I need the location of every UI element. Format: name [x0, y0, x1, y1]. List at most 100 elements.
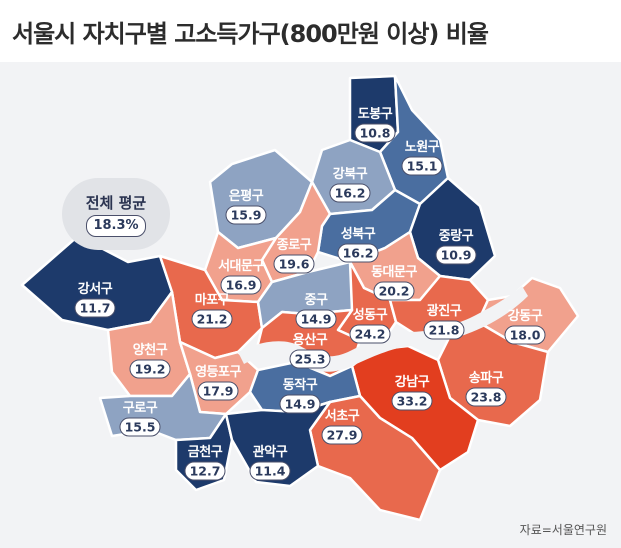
- value-pill: [337, 243, 379, 263]
- district-name: 양천구: [133, 343, 168, 358]
- district-label-dongjak: 동작구 14.9: [279, 377, 321, 414]
- district-value: 25.3: [295, 352, 326, 367]
- district-value: 10.8: [360, 126, 391, 141]
- district-value: 21.8: [429, 323, 460, 338]
- value-pill: [435, 245, 477, 265]
- average-value: 18.3%: [86, 215, 146, 237]
- value-pill: [184, 461, 226, 481]
- district-label-seodaemun: 서대문구 16.9: [218, 259, 265, 295]
- value-pill: [129, 359, 171, 379]
- district-value: 15.5: [125, 420, 156, 435]
- district-label-nowon: 노원구 15.1: [401, 140, 443, 176]
- district-value: 16.2: [343, 246, 374, 261]
- district-name: 금천구: [188, 445, 223, 460]
- district-value: 11.4: [255, 464, 286, 479]
- district-value: 21.2: [197, 312, 228, 327]
- district-label-jungnang: 중랑구 10.9: [435, 229, 477, 265]
- district-name: 종로구: [277, 238, 312, 253]
- district-value: 16.9: [226, 278, 257, 293]
- district-name: 서초구: [325, 409, 360, 424]
- page-title: 서울시 자치구별 고소득가구(800만원 이상) 비율: [12, 20, 489, 48]
- district-label-gangbuk: 강북구 16.2: [329, 166, 371, 203]
- district-name: 중구: [305, 293, 328, 308]
- district-label-dongdaemun: 동대문구 20.2: [371, 265, 418, 301]
- value-pill: [465, 387, 507, 407]
- district-name: 중랑구: [439, 229, 474, 244]
- district-label-jongno: 종로구 19.6: [273, 238, 315, 274]
- seoul-map: 도봉구 10.8 노원구 15.1 강북구 16.2 은평구 15.9 성북구 16.2 중랑구 10…: [0, 62, 621, 548]
- district-value: 23.8: [471, 390, 502, 405]
- district-value: 18.0: [510, 328, 541, 343]
- value-pill: [220, 275, 262, 295]
- district-value: 17.9: [203, 384, 234, 399]
- district-label-geumcheon: 금천구 12.7: [184, 445, 226, 481]
- district-label-seongbuk: 성북구 16.2: [337, 227, 379, 263]
- average-label: 전체 평균: [85, 194, 147, 212]
- district-value: 14.9: [301, 312, 332, 327]
- district-name: 광진구: [427, 303, 462, 319]
- source-note: 자료=서울연구원: [519, 523, 607, 537]
- value-pill: [119, 417, 161, 437]
- value-pill: [225, 205, 267, 225]
- value-pill: [391, 391, 433, 411]
- district-name: 성동구: [353, 308, 388, 323]
- district-value: 14.9: [285, 397, 316, 412]
- value-pill: [423, 320, 465, 340]
- district-name: 강북구: [333, 166, 368, 182]
- district-value: 19.6: [279, 257, 310, 272]
- district-name: 강남구: [395, 374, 430, 390]
- value-pill: [279, 394, 321, 414]
- district-name: 동작구: [283, 377, 318, 393]
- district-value: 33.2: [397, 394, 428, 409]
- value-pill: [289, 349, 331, 369]
- district-label-yeongdeungpo: 영등포구 17.9: [195, 365, 242, 401]
- district-label-seongdong: 성동구 24.2: [349, 308, 391, 344]
- value-pill: [191, 309, 233, 329]
- district-label-gangdong: 강동구 18.0: [504, 308, 546, 345]
- value-pill: [373, 281, 415, 301]
- district-value: 15.1: [407, 159, 438, 174]
- value-pill: [197, 381, 239, 401]
- district-name: 동대문구: [371, 265, 417, 280]
- district-value: 12.7: [190, 464, 221, 479]
- district-label-mapo: 마포구 21.2: [191, 292, 233, 329]
- district-value: 15.9: [231, 208, 262, 223]
- district-label-songpa: 송파구 23.8: [465, 371, 507, 407]
- value-pill: [249, 461, 291, 481]
- district-map-svg: 도봉구 10.8 노원구 15.1 강북구 16.2 은평구 15.9 성북구 16.2 중랑구 10…: [20, 74, 580, 522]
- district-name: 구로구: [123, 401, 158, 416]
- value-pill: [295, 309, 337, 329]
- district-name: 강서구: [78, 281, 113, 297]
- district-name: 강동구: [508, 308, 543, 324]
- district-name: 도봉구: [358, 107, 393, 122]
- value-pill: [321, 425, 363, 445]
- district-name: 마포구: [195, 292, 230, 308]
- district-label-gwangjin: 광진구 21.8: [423, 303, 465, 340]
- district-label-eunpyeong: 은평구 15.9: [225, 188, 267, 225]
- value-pill: [354, 123, 396, 143]
- value-pill: [401, 156, 443, 176]
- value-pill: [504, 325, 546, 345]
- value-pill: [74, 298, 116, 318]
- district-name: 영등포구: [195, 365, 241, 380]
- district-value: 11.7: [80, 301, 111, 316]
- district-label-dobong: 도봉구 10.8: [354, 107, 396, 143]
- district-label-guro: 구로구 15.5: [119, 401, 161, 437]
- district-name: 노원구: [405, 140, 440, 155]
- value-pill: [273, 254, 315, 274]
- district-value: 24.2: [355, 327, 386, 342]
- value-pill: [349, 324, 391, 344]
- district-label-gwanak: 관악구 11.4: [249, 444, 291, 481]
- overall-average-badge: 전체 평균 18.3%: [62, 178, 170, 250]
- district-label-jung: 중구 14.9: [295, 293, 337, 329]
- district-name: 서대문구: [218, 259, 264, 274]
- district-name: 은평구: [229, 188, 264, 204]
- district-value: 10.9: [441, 248, 472, 263]
- district-label-yangcheon: 양천구 19.2: [129, 343, 171, 379]
- value-pill: [329, 183, 371, 203]
- district-name: 성북구: [341, 227, 376, 242]
- title-bar: 서울시 자치구별 고소득가구(800만원 이상) 비율: [0, 0, 621, 62]
- district-value: 16.2: [335, 186, 366, 201]
- district-name: 관악구: [253, 444, 288, 460]
- district-name: 송파구: [469, 371, 504, 386]
